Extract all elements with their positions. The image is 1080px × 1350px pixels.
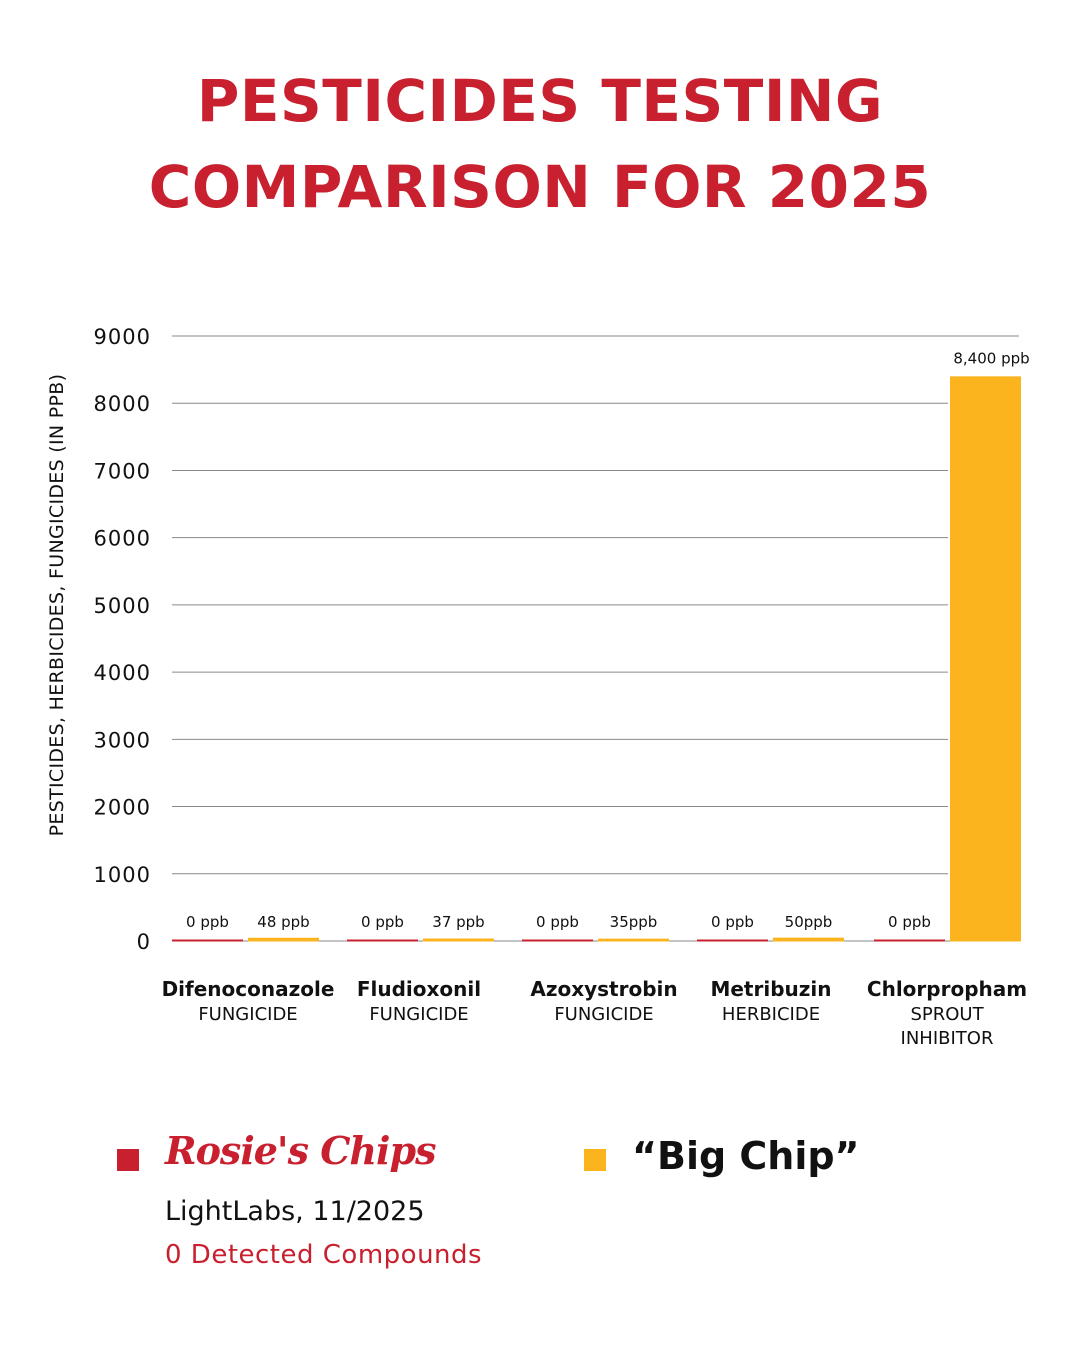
category-name: Metribuzin [710, 977, 831, 1001]
value-label: 0 ppb [186, 913, 229, 931]
rosies-chips-logo: Rosie's Chips [165, 1128, 436, 1173]
category-type: FUNGICIDE [554, 1004, 653, 1025]
y-tick-label: 8000 [94, 392, 151, 416]
value-label: 8,400 ppb [953, 349, 1029, 367]
bar-rosies [172, 939, 243, 942]
category-type: FUNGICIDE [198, 1004, 297, 1025]
y-tick-label: 4000 [94, 661, 151, 685]
bar-chart: 0 1000 2000 3000 4000 5000 6000 7000 8000 9000 0 … [94, 325, 1030, 1049]
value-label: 0 ppb [536, 913, 579, 931]
category-type: HERBICIDE [722, 1004, 820, 1025]
gridlines [172, 335, 1019, 942]
y-tick-label: 7000 [94, 459, 151, 483]
category-labels: Difenoconazole FUNGICIDE Fludioxonil FUNGIC… [162, 977, 1028, 1049]
category-name: Fludioxonil [357, 977, 481, 1001]
value-label: 0 ppb [361, 913, 404, 931]
bar-bigchip [773, 937, 844, 942]
y-tick-label: 2000 [94, 796, 151, 820]
bar-bigchip [423, 938, 494, 942]
y-tick-label: 5000 [94, 594, 151, 618]
bar-rosies [522, 939, 593, 942]
value-label: 0 ppb [711, 913, 754, 931]
chart-title-line-2: COMPARISON FOR 2025 [148, 153, 932, 221]
category-name: Chlorpropham [867, 977, 1027, 1001]
chart-title: PESTICIDES TESTING COMPARISON FOR 2025 [0, 58, 1080, 230]
chart-title-line-1: PESTICIDES TESTING [196, 67, 884, 135]
category-type: FUNGICIDE [369, 1004, 468, 1025]
y-tick-labels: 0 1000 2000 3000 4000 5000 6000 7000 8000 9000 [94, 325, 151, 954]
bar-rosies [697, 939, 768, 942]
y-tick-label: 6000 [94, 527, 151, 551]
y-tick-label: 3000 [94, 728, 151, 752]
value-labels: 0 ppb 48 ppb 0 ppb 37 ppb 0 ppb 35ppb 0 ppb 50p… [186, 349, 1030, 931]
legend-swatch-rosies [117, 1149, 139, 1171]
category-type: SPROUT [910, 1004, 984, 1025]
y-tick-label: 0 [137, 930, 151, 954]
bar-bigchip [248, 937, 319, 942]
value-label: 50ppb [785, 913, 833, 931]
bar-rosies [874, 939, 945, 942]
y-tick-label: 1000 [94, 863, 151, 887]
legend-rosies-source: LightLabs, 11/2025 [165, 1196, 425, 1227]
value-label: 48 ppb [257, 913, 309, 931]
bar-rosies [347, 939, 418, 942]
legend-bigchip-label: “Big Chip” [632, 1134, 860, 1178]
bar-bigchip [950, 376, 1021, 942]
category-name: Azoxystrobin [530, 977, 677, 1001]
category-type: INHIBITOR [901, 1028, 994, 1049]
value-label: 0 ppb [888, 913, 931, 931]
bar-bigchip [598, 938, 669, 942]
category-name: Difenoconazole [162, 977, 335, 1001]
legend-rosies-detected: 0 Detected Compounds [165, 1240, 483, 1270]
legend-swatch-bigchip [584, 1149, 606, 1171]
value-label: 35ppb [610, 913, 658, 931]
bars [172, 376, 1021, 942]
y-tick-label: 9000 [94, 325, 151, 349]
value-label: 37 ppb [432, 913, 484, 931]
